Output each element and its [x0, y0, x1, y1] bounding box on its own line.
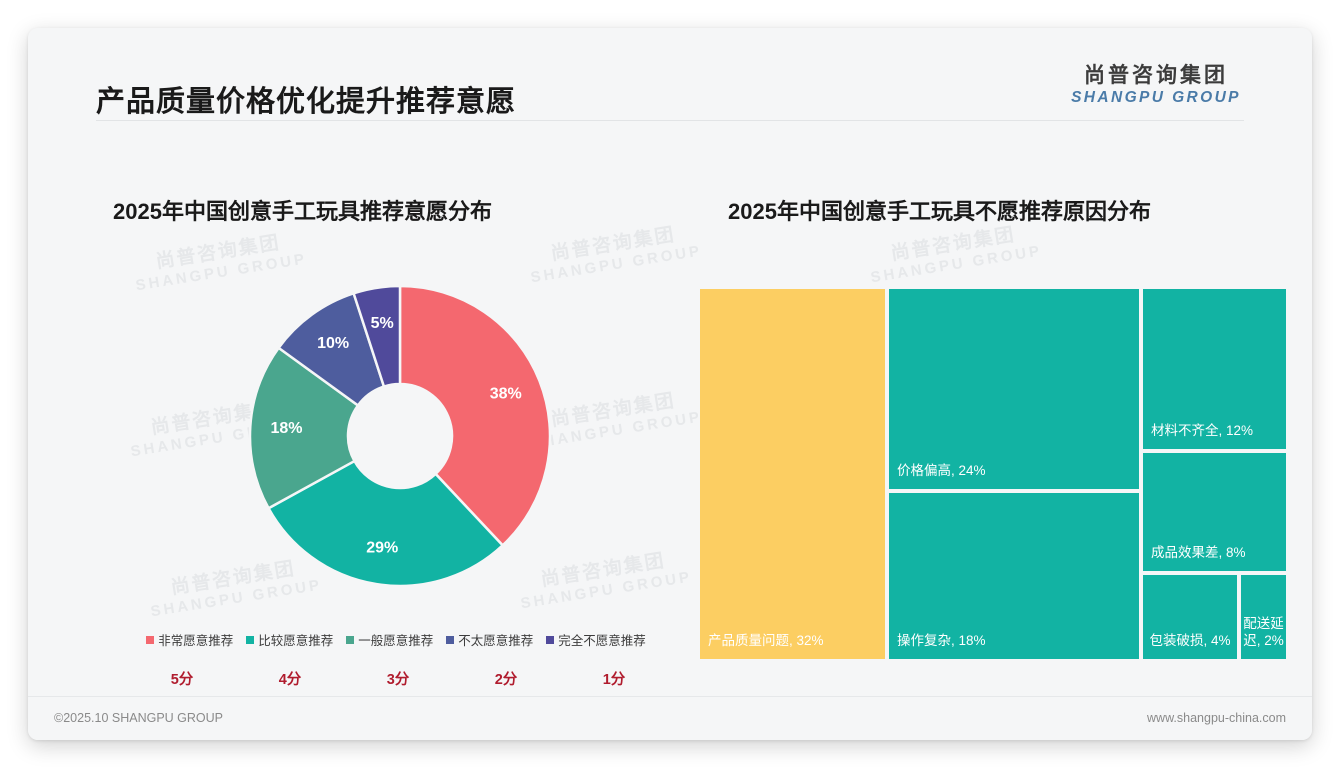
header-divider: [96, 120, 1244, 121]
watermark-cn: 尚普咨询集团: [154, 232, 283, 273]
left-chart-title: 2025年中国创意手工玩具推荐意愿分布: [113, 199, 492, 224]
donut-slice-label: 38%: [490, 385, 522, 402]
treemap-chart: 产品质量问题, 32% 价格偏高, 24% 操作复杂, 18% 材料不齐全, 12% 成…: [698, 287, 1288, 661]
slide-header: 产品质量价格优化提升推荐意愿 尚普咨询集团 SHANGPU GROUP: [28, 28, 1312, 120]
brand-logo-en: SHANGPU GROUP: [1071, 88, 1241, 106]
watermark-cn: 尚普咨询集团: [549, 224, 678, 265]
legend-swatch-icon: [146, 635, 155, 644]
score-axis-label: 2分: [494, 672, 518, 688]
score-axis: 5分 4分 3分 2分 1分: [128, 668, 668, 689]
treemap-cell[interactable]: 操作复杂, 18%: [886, 491, 1141, 661]
footer-copyright: ©2025.10 SHANGPU GROUP: [54, 711, 223, 725]
donut-legend: 非常愿意推荐 比较愿意推荐 一般愿意推荐 不太愿意推荐 完全不愿意推荐: [96, 630, 696, 649]
legend-item[interactable]: 比较愿意推荐: [246, 630, 333, 649]
donut-slice-group: [248, 284, 552, 588]
donut-chart-svg: 38% 29% 18% 10% 5%: [248, 284, 552, 588]
footer-divider: [28, 696, 1312, 697]
treemap-cell[interactable]: 成品效果差, 8%: [1140, 450, 1288, 573]
donut-chart: 38% 29% 18% 10% 5%: [240, 276, 560, 596]
legend-swatch-icon: [246, 635, 255, 644]
legend-item[interactable]: 非常愿意推荐: [146, 630, 233, 649]
legend-swatch-icon: [346, 635, 355, 644]
legend-swatch-icon: [446, 635, 455, 644]
legend-item-label: 不太愿意推荐: [458, 634, 534, 648]
treemap-cell-label: 价格偏高, 24%: [896, 462, 986, 478]
treemap-cell[interactable]: 材料不齐全, 12%: [1140, 287, 1288, 451]
score-axis-label: 4分: [278, 672, 302, 688]
donut-slice-label: 18%: [270, 420, 302, 437]
treemap-cell[interactable]: 产品质量问题, 32%: [698, 287, 887, 661]
treemap-cell-label: 成品效果差, 8%: [1150, 544, 1246, 560]
donut-label-group: 38% 29% 18% 10% 5%: [270, 315, 521, 557]
watermark-en: SHANGPU GROUP: [869, 242, 1044, 286]
treemap-cell[interactable]: 包装破损, 4%: [1140, 572, 1240, 661]
score-axis-label: 3分: [386, 672, 410, 688]
donut-slice-label: 29%: [366, 540, 398, 557]
donut-slice[interactable]: [266, 459, 505, 588]
treemap-cell[interactable]: 配送延迟, 2%: [1239, 572, 1288, 661]
treemap-cell-label: 包装破损, 4%: [1149, 632, 1231, 648]
legend-item[interactable]: 不太愿意推荐: [446, 630, 533, 649]
page-title: 产品质量价格优化提升推荐意愿: [96, 86, 517, 118]
legend-item-label: 一般愿意推荐: [358, 634, 434, 648]
watermark: 尚普咨询集团 SHANGPU GROUP: [866, 221, 1043, 286]
treemap-cell-label: 材料不齐全, 12%: [1150, 422, 1253, 438]
brand-logo: 尚普咨询集团 SHANGPU GROUP: [1046, 64, 1266, 107]
donut-slice[interactable]: [352, 284, 402, 389]
treemap-cell-label: 操作复杂, 18%: [896, 632, 986, 648]
legend-item-label: 非常愿意推荐: [158, 634, 234, 648]
donut-slice-label: 5%: [371, 315, 394, 332]
treemap-cell[interactable]: 价格偏高, 24%: [886, 287, 1141, 492]
legend-swatch-icon: [546, 635, 555, 644]
treemap-cell-label: 配送延迟, 2%: [1243, 616, 1284, 648]
donut-slice-label: 10%: [317, 335, 349, 352]
footer-website: www.shangpu-china.com: [1147, 711, 1286, 725]
legend-item[interactable]: 一般愿意推荐: [346, 630, 433, 649]
slide-canvas: 尚普咨询集团 SHANGPU GROUP 尚普咨询集团 SHANGPU GROU…: [28, 28, 1312, 740]
legend-item-label: 完全不愿意推荐: [558, 634, 646, 648]
right-chart-title: 2025年中国创意手工玩具不愿推荐原因分布: [728, 199, 1151, 224]
brand-logo-cn: 尚普咨询集团: [1084, 64, 1228, 87]
watermark-cn: 尚普咨询集团: [889, 224, 1018, 265]
score-axis-label: 1分: [602, 672, 626, 688]
treemap-cell-label: 产品质量问题, 32%: [708, 632, 824, 648]
donut-slice[interactable]: [248, 346, 360, 510]
legend-item[interactable]: 完全不愿意推荐: [546, 630, 646, 649]
slide-footer: ©2025.10 SHANGPU GROUP www.shangpu-china…: [28, 697, 1312, 740]
donut-slice[interactable]: [398, 284, 552, 548]
legend-item-label: 比较愿意推荐: [258, 634, 334, 648]
score-axis-label: 5分: [170, 672, 194, 688]
